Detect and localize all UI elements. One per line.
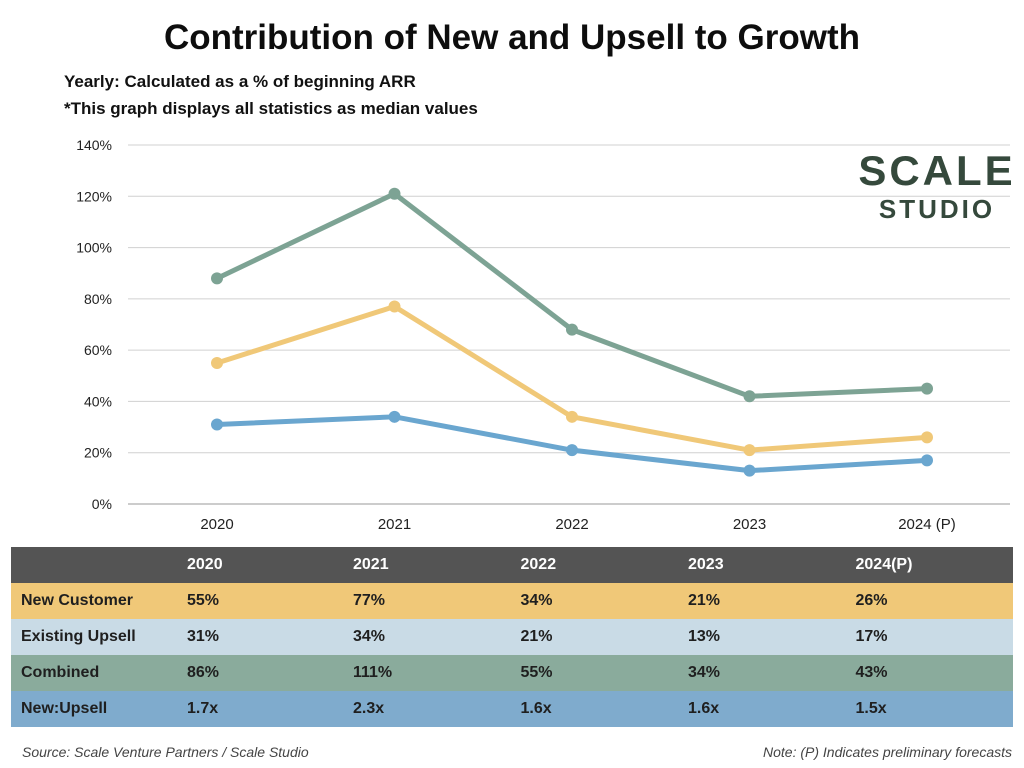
table-cell: 34% bbox=[678, 655, 846, 691]
data-point bbox=[566, 323, 578, 336]
table-header-cell: 2023 bbox=[678, 547, 846, 583]
table-cell: 1.5x bbox=[845, 691, 1013, 727]
table-cell: Combined bbox=[11, 655, 177, 691]
table-cell: 1.7x bbox=[177, 691, 343, 727]
x-tick-label: 2023 bbox=[733, 516, 766, 533]
table-header-row: 2020 2021 2022 2023 2024(P) bbox=[11, 547, 1013, 583]
x-tick-label: 2021 bbox=[378, 516, 411, 533]
data-point bbox=[743, 390, 756, 403]
x-tick-label: 2022 bbox=[555, 516, 588, 533]
data-point bbox=[388, 410, 401, 423]
stats-table: 2020 2021 2022 2023 2024(P) New Customer… bbox=[11, 547, 1013, 727]
table-cell: 34% bbox=[343, 619, 511, 655]
scale-studio-logo: SCALE STUDIO bbox=[852, 147, 1022, 224]
table-cell: 111% bbox=[343, 655, 511, 691]
table-cell: 21% bbox=[678, 583, 846, 619]
logo-line-1: SCALE bbox=[858, 147, 1016, 194]
table-cell: New Customer bbox=[11, 583, 177, 619]
data-point bbox=[388, 300, 401, 313]
y-tick-label: 20% bbox=[84, 445, 112, 461]
table-header-cell: 2024(P) bbox=[845, 547, 1013, 583]
table-cell: 2.3x bbox=[343, 691, 511, 727]
source-note: Source: Scale Venture Partners / Scale S… bbox=[22, 744, 309, 760]
data-point bbox=[211, 356, 223, 369]
y-axis-ticks: 0% 20% 40% 60% 80% 100% 120% 140% bbox=[76, 137, 112, 512]
series-line bbox=[214, 191, 930, 399]
chart-footnote-median: *This graph displays all statistics as m… bbox=[64, 99, 478, 118]
data-point bbox=[921, 431, 933, 444]
data-point bbox=[921, 382, 933, 395]
table-cell: 86% bbox=[177, 655, 343, 691]
y-tick-label: 140% bbox=[76, 137, 112, 153]
data-point bbox=[388, 187, 401, 200]
table-cell: 77% bbox=[343, 583, 511, 619]
table-cell: 55% bbox=[510, 655, 678, 691]
line-chart: 0%20%40%60%80%100%120%140% 2020 2021 2022 2… bbox=[76, 137, 1010, 533]
x-tick-label: 2024 (P) bbox=[898, 516, 956, 533]
table-row-combined: Combined 86% 111% 55% 34% 43% bbox=[11, 655, 1013, 691]
data-point bbox=[211, 418, 223, 431]
y-tick-label: 40% bbox=[84, 393, 112, 409]
table-row-new-upsell-ratio: New:Upsell 1.7x 2.3x 1.6x 1.6x 1.5x bbox=[11, 691, 1013, 727]
table-cell: 1.6x bbox=[510, 691, 678, 727]
table-cell: New:Upsell bbox=[11, 691, 177, 727]
chart-title: Contribution of New and Upsell to Growth bbox=[163, 18, 861, 57]
table-cell: 34% bbox=[510, 583, 678, 619]
x-tick-label: 2020 bbox=[200, 516, 233, 533]
y-tick-label: 0% bbox=[92, 496, 112, 512]
table-cell: 26% bbox=[845, 583, 1013, 619]
chart-subtitle: Yearly: Calculated as a % of beginning A… bbox=[64, 72, 416, 91]
table-header-cell: 2020 bbox=[177, 547, 343, 583]
table-cell: 13% bbox=[678, 619, 846, 655]
y-tick-label: 80% bbox=[84, 291, 112, 307]
table-cell: 1.6x bbox=[678, 691, 846, 727]
y-tick-label: 100% bbox=[76, 240, 112, 256]
table-cell: 17% bbox=[845, 619, 1013, 655]
forecast-note: Note: (P) Indicates preliminary forecast… bbox=[763, 744, 1012, 760]
table-cell: 55% bbox=[177, 583, 343, 619]
table-header-cell: 2022 bbox=[510, 547, 678, 583]
table-cell: Existing Upsell bbox=[11, 619, 177, 655]
x-axis-ticks: 2020 2021 2022 2023 2024 (P) bbox=[200, 516, 955, 533]
logo-line-2: STUDIO bbox=[878, 194, 996, 224]
table-cell: 31% bbox=[177, 619, 343, 655]
data-point bbox=[743, 464, 756, 477]
chart-series bbox=[211, 187, 933, 477]
table-row-new-customer: New Customer 55% 77% 34% 21% 26% bbox=[11, 583, 1013, 619]
table-cell: 43% bbox=[845, 655, 1013, 691]
data-point bbox=[566, 444, 578, 457]
data-point bbox=[921, 454, 933, 467]
chart-gridlines bbox=[128, 144, 1010, 505]
y-tick-label: 60% bbox=[84, 342, 112, 358]
data-point bbox=[566, 410, 578, 423]
table-header-cell: 2021 bbox=[343, 547, 511, 583]
data-point bbox=[743, 444, 756, 457]
data-point bbox=[211, 272, 223, 285]
table-row-existing-upsell: Existing Upsell 31% 34% 21% 13% 17% bbox=[11, 619, 1013, 655]
y-tick-label: 120% bbox=[76, 188, 112, 204]
table-header-cell bbox=[11, 547, 177, 583]
table-cell: 21% bbox=[510, 619, 678, 655]
